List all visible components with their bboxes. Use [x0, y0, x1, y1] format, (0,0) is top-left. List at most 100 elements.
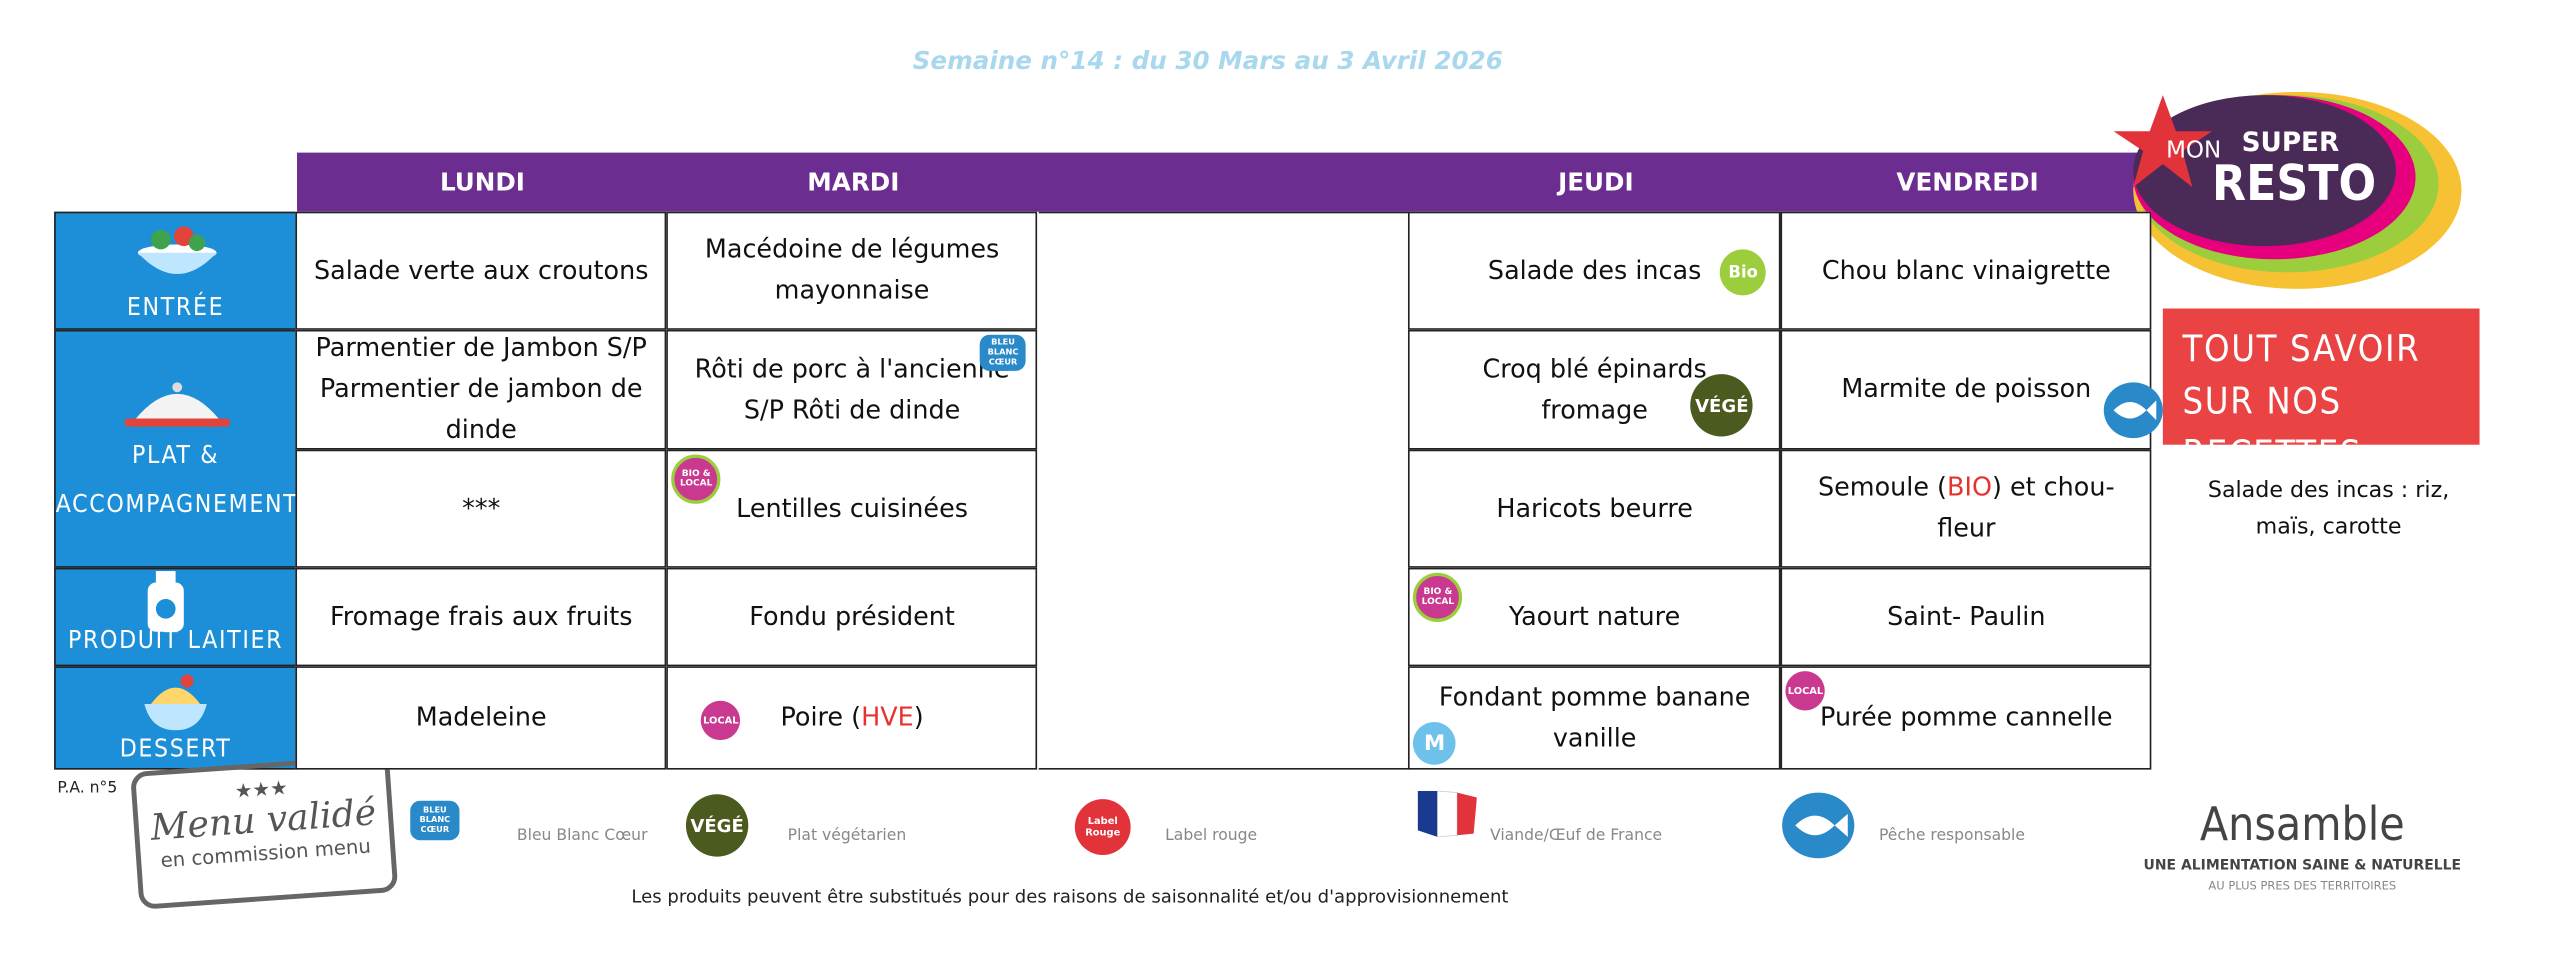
- fish-icon: [2103, 382, 2163, 439]
- row-label: ACCOMPAGNEMENT: [55, 489, 299, 519]
- dish: Fromage frais aux fruits: [329, 601, 633, 631]
- day-header: MARDI: [807, 167, 900, 197]
- week-title: Semaine n°14 : du 30 Mars au 3 Avril 202…: [912, 45, 1503, 76]
- menu-cell: Marmite de poisson: [1780, 329, 2152, 450]
- row-label: PRODUIT LAITIER: [68, 625, 284, 655]
- dish: Purée pomme cannelle: [1820, 702, 2113, 732]
- menu-cell: Saint- Paulin: [1780, 567, 2152, 667]
- menu-cell: Salade des incas Bio: [1408, 211, 1781, 330]
- menu-cell: Purée pomme cannelle LOCAL: [1780, 666, 2152, 770]
- fish-icon: [1782, 792, 1855, 859]
- menu-cell: Rôti de porc à l'ancienne S/P Rôti de di…: [666, 329, 1038, 450]
- menu-cell: Fondant pomme banane vanille M: [1408, 666, 1781, 770]
- dish: Marmite de poisson: [1841, 374, 2092, 404]
- menu-cell: Chou blanc vinaigrette: [1780, 211, 2152, 330]
- flag: [1417, 790, 1477, 838]
- logo-text: RESTO: [2212, 154, 2376, 212]
- row-label: DESSERT: [119, 733, 232, 764]
- legend-icon: Label Rouge: [1074, 799, 1131, 855]
- menu-cell: Fondu président: [666, 567, 1038, 667]
- row-entree: ENTRÉE: [54, 211, 298, 330]
- menu-cell: Croq blé épinards fromage VÉGÉ: [1408, 329, 1781, 450]
- dish-part: Semoule (: [1817, 472, 1947, 503]
- dish-part: ): [913, 702, 924, 732]
- menu-cell: Macédoine de légumes mayonnaise: [666, 211, 1038, 330]
- fish: [2113, 400, 2157, 421]
- dish: Poire (HVE): [780, 697, 923, 738]
- dish: Macédoine de légumes mayonnaise: [704, 234, 1000, 306]
- badge: BLEU BLANC CŒUR: [980, 334, 1027, 371]
- recipe-note: Salade des incas : riz, maïs, carotte: [2207, 477, 2450, 540]
- flag-icon: [1415, 788, 1477, 838]
- dish: Croq blé épinards fromage: [1482, 353, 1707, 425]
- dish: Fondant pomme banane vanille: [1438, 681, 1751, 753]
- menu-cell: Parmentier de Jambon S/P Parmentier de j…: [295, 329, 667, 450]
- dish: Saint- Paulin: [1887, 601, 2046, 631]
- badge: LOCAL: [1785, 671, 1826, 711]
- dish: Rôti de porc à l'ancienne S/P Rôti de di…: [694, 353, 1010, 425]
- empty-column: [1038, 211, 1410, 770]
- day-header: VENDREDI: [1896, 167, 2039, 197]
- row-label: PLAT &: [131, 439, 220, 470]
- fish: [1795, 813, 1848, 837]
- ansamble-tagline: AU PLUS PRES DES TERRITOIRES: [2208, 879, 2397, 893]
- plate-icon: [124, 382, 230, 427]
- header-bar: [297, 152, 2153, 212]
- legend-icon: BLEU BLANC CŒUR: [410, 800, 460, 841]
- dish-part: BIO: [1946, 472, 1992, 503]
- dish: Lentilles cuisinées: [736, 493, 968, 523]
- dish: Yaourt nature: [1509, 601, 1681, 631]
- legend-label: Plat végétarien: [787, 827, 907, 846]
- dish-part: ) et chou-fleur: [1937, 472, 2115, 544]
- milk-icon: [147, 571, 184, 632]
- badge: LOCAL: [701, 700, 741, 741]
- row-plat: PLAT & ACCOMPAGNEMENT: [54, 329, 299, 568]
- day-header: LUNDI: [439, 167, 525, 197]
- legend-label: Bleu Blanc Cœur: [516, 827, 648, 846]
- menu-cell: Poire (HVE) LOCAL: [666, 666, 1038, 770]
- menu-cell: Salade verte aux croutons: [295, 211, 667, 330]
- badge: BIO & LOCAL: [671, 454, 721, 504]
- dish: Salade verte aux croutons: [313, 255, 649, 285]
- logo-text: MON: [2166, 138, 2221, 164]
- badge: M: [1413, 722, 1456, 765]
- dish: Salade des incas: [1487, 255, 1702, 285]
- ansamble-name: Ansamble: [2199, 797, 2405, 852]
- dish: Parmentier de Jambon S/P Parmentier de j…: [315, 333, 647, 445]
- legend-icon: VÉGÉ: [685, 794, 749, 857]
- legend-label: Label rouge: [1165, 827, 1258, 846]
- ansamble-tagline: UNE ALIMENTATION SAINE & NATURELLE: [2143, 858, 2462, 875]
- badge: VÉGÉ: [1690, 374, 1753, 437]
- dish-part: Poire (: [780, 702, 862, 732]
- logo-text: SUPER: [2242, 128, 2340, 158]
- dish: Chou blanc vinaigrette: [1821, 255, 2111, 285]
- dish: Fondu président: [749, 601, 955, 631]
- menu-cell: Madeleine: [295, 666, 667, 770]
- dessert-icon: [144, 674, 207, 731]
- row-dessert: DESSERT: [54, 666, 298, 770]
- menu-cell: Fromage frais aux fruits: [295, 567, 667, 667]
- menu-cell: Lentilles cuisinées BIO & LOCAL: [666, 449, 1038, 568]
- resto-logo: MON SUPER RESTO: [2113, 91, 2462, 289]
- footnote: Les produits peuvent être substitués pou…: [631, 886, 1509, 908]
- stamp: ★★★ Menu validé en commission menu: [130, 754, 399, 910]
- menu-cell: ***: [295, 449, 667, 568]
- day-header: JEUDI: [1558, 167, 1634, 197]
- salad-icon: [137, 226, 217, 275]
- dish: Haricots beurre: [1496, 493, 1693, 523]
- dish: Madeleine: [415, 702, 547, 732]
- row-label: ENTRÉE: [126, 292, 225, 322]
- menu-cell: Semoule (BIO) et chou-fleur: [1780, 449, 2152, 568]
- legend-label: Pêche responsable: [1878, 827, 2025, 846]
- ansamble-logo: Ansamble UNE ALIMENTATION SAINE & NATURE…: [2133, 798, 2471, 893]
- legend-label: Viande/Œuf de France: [1490, 827, 1663, 846]
- recipes-box: TOUT SAVOIR SUR NOS RECETTES: [2162, 308, 2480, 476]
- dish: ***: [462, 493, 501, 523]
- pa-number: P.A. n°5: [57, 779, 118, 798]
- dish: Semoule (BIO) et chou-fleur: [1799, 468, 2134, 550]
- menu-cell: Haricots beurre: [1408, 449, 1781, 568]
- row-laitier: PRODUIT LAITIER: [54, 567, 298, 667]
- badge: BIO & LOCAL: [1413, 572, 1463, 622]
